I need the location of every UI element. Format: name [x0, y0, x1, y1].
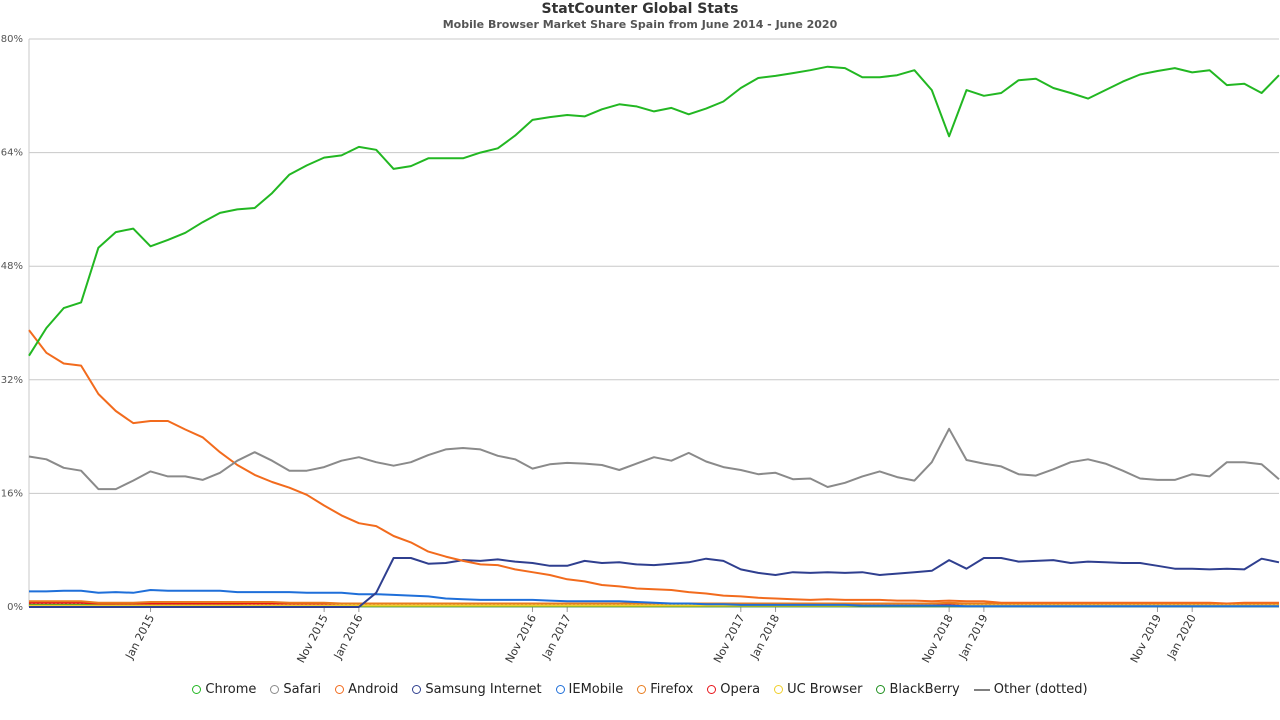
legend-circle-icon [270, 685, 280, 694]
chart-legend: Chrome Safari Android Samsung Internet IEMob… [0, 682, 1280, 697]
legend-label: Safari [283, 682, 322, 697]
legend-circle-icon [555, 685, 565, 694]
grid-lines [28, 38, 1279, 608]
y-tick-label: 48% [1, 261, 23, 272]
y-tick-label: 32% [1, 375, 23, 386]
legend-item-safari[interactable]: Safari [270, 682, 321, 697]
x-axis-ticks: Jan 2015 Nov 2015 Jan 2016 Nov 2016 Jan 2017… [122, 607, 1199, 665]
legend-circle-icon [774, 685, 784, 694]
series-line-safari[interactable] [28, 427, 1280, 491]
legend-item-samsung-internet[interactable]: Samsung Internet [412, 682, 542, 697]
series-line-samsung-internet[interactable] [29, 557, 1280, 608]
legend-item-uc-browser[interactable]: UC Browser [774, 682, 862, 697]
y-tick-label: 16% [1, 488, 23, 499]
legend-label: IEMobile [568, 682, 624, 697]
y-axis-ticks: 0% 16% 32% 48% 64% 80% [1, 34, 23, 613]
chart-subtitle: Mobile Browser Market Share Spain from J… [442, 18, 838, 31]
legend-label: Firefox [650, 682, 694, 697]
legend-circle-icon [707, 685, 717, 694]
legend-circle-icon [637, 685, 647, 694]
legend-item-iemobile[interactable]: IEMobile [555, 682, 624, 697]
x-tick-label: Nov 2019 [1128, 612, 1164, 665]
legend-label: Chrome [205, 682, 257, 697]
legend-item-blackberry[interactable]: BlackBerry [876, 682, 960, 697]
x-tick-label: Nov 2018 [919, 612, 955, 665]
legend-item-android[interactable]: Android [335, 682, 398, 697]
y-tick-label: 64% [1, 148, 23, 159]
legend-label: Opera [720, 682, 761, 697]
legend-circle-icon [192, 685, 202, 694]
chart-title: StatCounter Global Stats [541, 1, 739, 17]
y-tick-label: 0% [7, 602, 23, 613]
legend-item-chrome[interactable]: Chrome [192, 682, 256, 697]
legend-label: Android [348, 682, 399, 697]
legend-label: UC Browser [787, 682, 863, 697]
legend-item-opera[interactable]: Opera [707, 682, 760, 697]
x-tick-label: Jan 2017 [539, 612, 574, 662]
series-line-android[interactable] [28, 329, 1279, 605]
x-tick-label: Jan 2019 [956, 612, 991, 662]
series-line-chrome[interactable] [28, 65, 1280, 357]
x-tick-label: Nov 2015 [294, 612, 330, 665]
series-lines [28, 65, 1280, 608]
legend-circle-icon [335, 685, 345, 694]
y-tick-label: 80% [1, 34, 23, 45]
legend-label: BlackBerry [889, 682, 960, 697]
line-chart: 0%16%32%48%64%80% Jan 2015 Nov 2015 Jan 20… [1, 34, 1280, 665]
x-tick-label: Jan 2015 [122, 612, 157, 662]
x-tick-label: Jan 2018 [747, 612, 782, 662]
x-tick-label: Nov 2016 [503, 612, 539, 665]
x-tick-label: Nov 2017 [711, 612, 747, 665]
x-tick-label: Jan 2020 [1164, 612, 1199, 662]
series-line-iemobile[interactable] [29, 589, 1279, 608]
legend-item-firefox[interactable]: Firefox [637, 682, 693, 697]
x-tick-label: Jan 2016 [331, 612, 366, 662]
legend-circle-icon [876, 685, 886, 694]
legend-circle-icon [412, 685, 422, 694]
legend-label: Other (dotted) [993, 682, 1088, 697]
legend-line-icon [973, 688, 990, 691]
legend-item-other-dotted[interactable]: Other (dotted) [973, 682, 1088, 697]
legend-label: Samsung Internet [425, 682, 542, 697]
